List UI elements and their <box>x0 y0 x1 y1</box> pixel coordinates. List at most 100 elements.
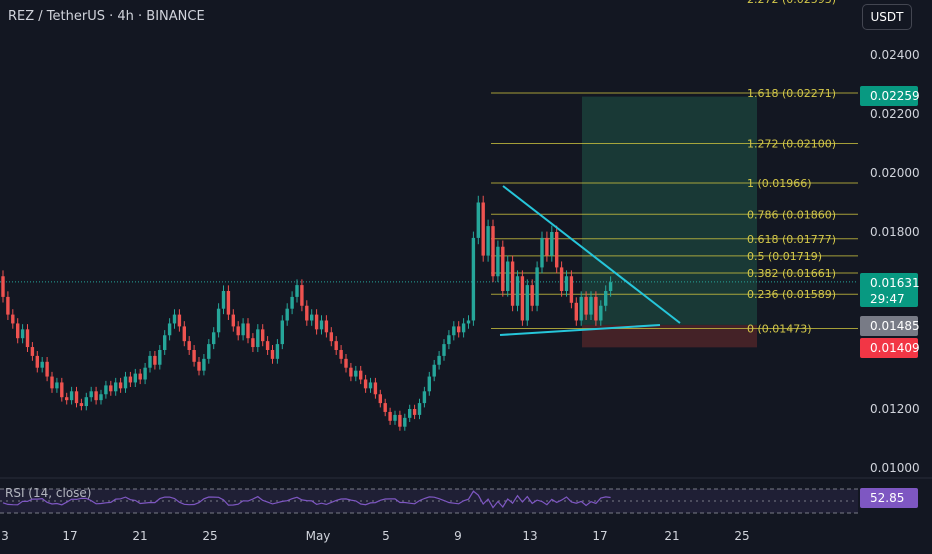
candle-body <box>310 314 314 321</box>
candle-body <box>270 350 275 359</box>
current-price-badge: 0.01631 29:47 <box>860 273 920 307</box>
candle-body <box>40 361 44 368</box>
candle-body <box>388 411 392 421</box>
candle-body <box>187 341 191 350</box>
target-zone <box>582 96 757 325</box>
candle-body <box>35 355 39 368</box>
candle-body <box>481 202 485 256</box>
candle-body <box>50 376 54 389</box>
trendline-lower <box>499 324 661 336</box>
stop-price-badge: 0.01409 <box>860 338 920 358</box>
candle-body <box>143 367 147 380</box>
candle-body <box>275 344 280 359</box>
time-tick: 25 <box>202 529 217 543</box>
candle-body <box>30 347 35 356</box>
candle-body <box>69 391 74 401</box>
candle-body <box>104 385 108 395</box>
candle-body <box>608 282 613 291</box>
candle-body <box>74 391 79 404</box>
candle-body <box>589 296 593 315</box>
fib-label: 0.786 (0.01860) <box>747 208 836 221</box>
candle-body <box>471 237 476 321</box>
time-tick: 9 <box>454 529 462 543</box>
candle-body <box>368 382 373 389</box>
candle-body <box>525 285 529 321</box>
candle-body <box>393 414 397 421</box>
candle-body <box>133 373 137 383</box>
candle-body <box>158 350 162 365</box>
price-tick: 0.02400 <box>870 48 920 62</box>
candle-body <box>246 323 250 339</box>
time-tick: 3 <box>1 529 9 543</box>
candle-body <box>182 326 186 342</box>
price-tick: 0.01200 <box>870 402 920 416</box>
fib-label: 0.5 (0.01719) <box>747 250 822 263</box>
price-tick: 0.01800 <box>870 225 920 239</box>
candle-body <box>349 367 353 377</box>
trendline-upper <box>502 185 681 324</box>
candle-body <box>261 329 265 342</box>
candle-body <box>305 305 309 321</box>
entry-price-badge: 0.01485 <box>860 316 920 336</box>
time-tick: 17 <box>592 529 607 543</box>
candle-body <box>329 332 333 342</box>
candle-body <box>221 291 226 309</box>
candle-body <box>25 329 30 348</box>
candle-body <box>452 326 456 336</box>
symbol-title[interactable]: REZ / TetherUS · 4h · BINANCE <box>8 9 205 24</box>
candle-body <box>167 323 172 336</box>
current-price-badge-text: 29:47 <box>870 292 905 306</box>
candle-body <box>16 323 20 339</box>
candle-body <box>520 276 525 321</box>
rsi-line <box>2 490 611 509</box>
candle-body <box>290 296 294 309</box>
candle-body <box>550 232 554 256</box>
candle-body <box>163 335 167 350</box>
fib-label: 1.618 (0.02271) <box>747 87 836 100</box>
candle-body <box>192 350 196 362</box>
candle-body <box>535 267 539 306</box>
candle-body <box>594 296 598 321</box>
candle-body <box>417 403 422 415</box>
candle-body <box>339 350 343 359</box>
candle-body <box>334 341 338 350</box>
candle-body <box>89 391 93 398</box>
candle-body <box>118 382 123 389</box>
fib-label: 0 (0.01473) <box>747 322 812 335</box>
candle-body <box>579 296 583 321</box>
candle-body <box>84 397 88 407</box>
candle-body <box>476 202 480 238</box>
candle-body <box>148 355 152 368</box>
candle-body <box>172 314 177 324</box>
currency-button[interactable]: USDT <box>862 4 912 30</box>
candle-body <box>280 320 284 345</box>
candle-body <box>569 276 574 303</box>
time-tick: 25 <box>734 529 749 543</box>
candle-body <box>491 226 495 277</box>
candle-body <box>398 414 402 427</box>
candle-body <box>515 276 520 306</box>
candle-body <box>94 391 98 401</box>
candle-body <box>300 285 304 306</box>
candle-body <box>109 385 113 392</box>
candle-body <box>447 335 451 345</box>
candle-body <box>314 314 319 330</box>
candle-body <box>403 417 407 427</box>
candle-body <box>604 291 608 306</box>
rsi-value-badge: 52.85 <box>860 488 918 508</box>
candle-body <box>226 291 231 315</box>
candle-body <box>510 261 515 306</box>
candle-body <box>324 320 329 333</box>
candle-body <box>373 382 378 395</box>
candle-body <box>241 323 245 336</box>
candle-body <box>251 338 255 348</box>
candle-body <box>559 267 564 291</box>
candle-body <box>506 261 510 291</box>
candle-body <box>555 232 559 268</box>
fib-label: 0.618 (0.01777) <box>747 233 836 246</box>
candle-body <box>1 276 5 297</box>
candle-body <box>344 358 348 368</box>
candle-body <box>461 323 466 333</box>
